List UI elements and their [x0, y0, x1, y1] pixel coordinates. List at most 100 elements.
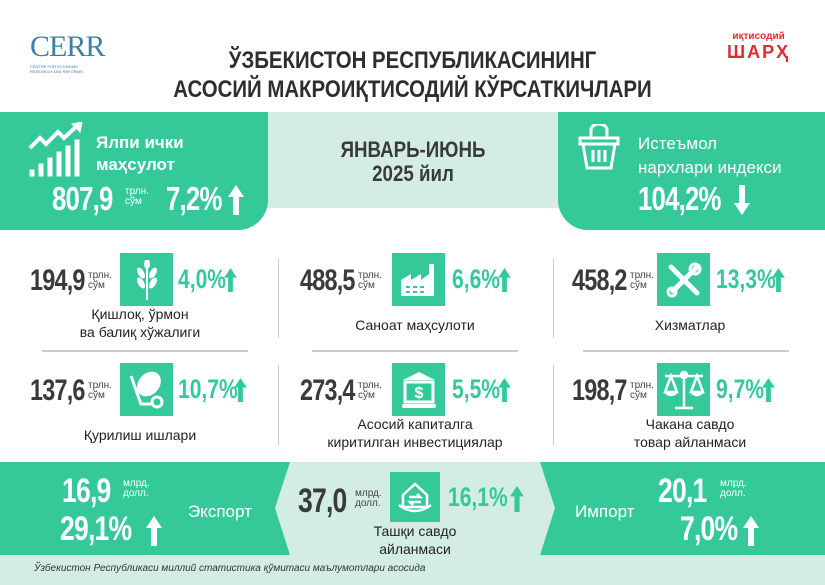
arrow-up-icon	[498, 268, 511, 292]
sector-label-line-2: киритилган инвестициялар	[327, 434, 503, 450]
gdp-unit-2: сўм	[125, 196, 142, 207]
arrow-up-icon	[498, 378, 511, 402]
sector-value: 273,4	[300, 374, 355, 407]
trade-block: 37,0 млрд. долл. 16,1% Ташқи савдо айланм…	[290, 462, 540, 558]
sector-unit: трлн. сўм	[358, 381, 382, 401]
divider	[278, 258, 279, 338]
growth-chart-icon	[28, 122, 83, 177]
gdp-unit: трлн. сўм	[125, 187, 149, 207]
divider	[278, 365, 279, 445]
period-line-2: 2025 йил	[372, 161, 454, 186]
gdp-panel: Ялпи ички маҳсулот 807,9 трлн. сўм 7,2%	[0, 112, 268, 230]
sector-value: 198,7	[572, 374, 627, 407]
sector-label: Саноат маҳсулоти	[305, 316, 525, 334]
svg-text:$: $	[414, 385, 423, 402]
export-panel-shape	[0, 462, 290, 555]
export-unit: млрд. долл.	[123, 479, 150, 499]
sector-label: Чакана савдо товар айланмаси	[580, 415, 800, 451]
period: ЯНВАРЬ-ИЮНЬ 2025 йил	[268, 138, 558, 186]
import-value: 20,1	[658, 472, 707, 510]
trade-label-line-1: Ташқи савдо	[373, 523, 457, 539]
trade-label: Ташқи савдо айланмаси	[365, 522, 465, 558]
sector-unit-2: сўм	[88, 390, 105, 401]
bank-icon: $	[392, 363, 445, 416]
arrow-up-icon	[743, 516, 759, 546]
trade-value: 37,0	[298, 482, 347, 520]
sector-pct: 13,3%	[716, 264, 776, 294]
sector-unit: трлн. сўм	[358, 271, 382, 291]
title-line-1: ЎЗБЕКИСТОН РЕСПУБЛИКАСИНИНГ	[228, 47, 597, 74]
gdp-label: Ялпи ички маҳсулот	[96, 132, 184, 176]
logo-top-text: иқтисодий	[732, 31, 785, 42]
divider	[553, 365, 554, 445]
sector-unit-2: сўм	[358, 390, 375, 401]
sector-pct: 6,6%	[452, 264, 501, 294]
sector-unit-2: сўм	[630, 390, 647, 401]
period-line-1: ЯНВАРЬ-ИЮНЬ	[340, 137, 486, 162]
sector-label-line-2: товар айланмаси	[633, 434, 747, 450]
trade-house-icon	[390, 472, 440, 522]
sector-pct: 5,5%	[452, 374, 501, 404]
gdp-value: 807,9	[52, 180, 113, 217]
period-panel	[260, 112, 570, 208]
gdp-label-line-2: маҳсулот	[96, 155, 175, 174]
sector-label: Хизматлар	[580, 316, 800, 334]
arrow-up-icon	[762, 378, 775, 402]
cpi-pct: 104,2%	[638, 180, 721, 217]
arrow-up-icon	[146, 516, 162, 546]
divider	[312, 350, 518, 352]
tools-icon	[657, 253, 710, 306]
sector-unit-2: сўм	[630, 280, 647, 291]
logo-bottom-text: ШАРҲ	[727, 42, 791, 62]
sector-unit-1: трлн.	[88, 270, 112, 281]
arrow-up-icon	[772, 268, 785, 292]
arrow-up-icon	[234, 378, 247, 402]
sector-value: 458,2	[572, 264, 627, 297]
sector-label-line-1: Қурилиш ишлари	[83, 427, 197, 443]
cement-mixer-icon	[120, 363, 173, 416]
source-note: Ўзбекистон Республикаси миллий статистик…	[34, 563, 426, 574]
sector-unit-1: трлн.	[630, 270, 654, 281]
import-pct: 7,0%	[680, 510, 738, 548]
arrow-up-icon	[510, 486, 524, 512]
sector-value: 137,6	[30, 374, 85, 407]
iqtisodiy-sharh-logo: иқтисодий ШАРҲ	[727, 31, 790, 63]
sector-label-line-1: Саноат маҳсулоти	[355, 317, 475, 333]
sector-pct: 4,0%	[178, 264, 227, 294]
title-line-2: АСОСИЙ МАКРОИҚТИСОДИЙ КЎРСАТКИЧЛАРИ	[173, 76, 652, 103]
export-block: 16,9 млрд. долл. 29,1% Экспорт	[0, 462, 290, 555]
sector-unit-1: трлн.	[358, 380, 382, 391]
wheat-icon	[120, 253, 173, 306]
arrow-up-icon	[224, 268, 237, 292]
sector-label-line-1: Қишлоқ, ўрмон	[91, 306, 189, 322]
sector-unit-1: трлн.	[630, 380, 654, 391]
divider	[553, 258, 554, 338]
trade-pct: 16,1%	[448, 482, 508, 512]
divider	[583, 350, 789, 352]
cerr-logo-subtext: CENTRE FOR ECONOMIC RESEARCH AND REFORMS	[30, 64, 83, 74]
export-label: Экспорт	[188, 502, 252, 521]
arrow-up-icon	[228, 185, 244, 215]
export-value: 16,9	[62, 472, 111, 510]
sector-unit: трлн. сўм	[88, 381, 112, 401]
sector-unit-2: сўм	[358, 280, 375, 291]
cpi-label-line-1: Истеъмол	[638, 134, 718, 153]
export-unit-2: долл.	[123, 488, 149, 499]
sector-label-line-1: Асосий капиталга	[357, 416, 473, 432]
sector-label: Қурилиш ишлари	[30, 426, 250, 444]
sector-value: 194,9	[30, 264, 85, 297]
import-label: Импорт	[575, 502, 635, 521]
gdp-pct: 7,2%	[166, 180, 222, 217]
import-unit-1: млрд.	[720, 478, 747, 489]
import-unit: млрд. долл.	[720, 479, 747, 499]
import-block: Импорт 20,1 млрд. долл. 7,0%	[540, 462, 825, 555]
import-unit-2: долл.	[720, 488, 746, 499]
sector-unit-1: трлн.	[358, 270, 382, 281]
sector-unit: трлн. сўм	[630, 381, 654, 401]
sector-label-line-1: Чакана савдо	[645, 416, 735, 432]
export-unit-1: млрд.	[123, 478, 150, 489]
sector-label: Асосий капиталга киритилган инвестицияла…	[305, 415, 525, 451]
sector-pct: 10,7%	[178, 374, 238, 404]
basket-icon	[578, 124, 620, 170]
sector-unit: трлн. сўм	[88, 271, 112, 291]
